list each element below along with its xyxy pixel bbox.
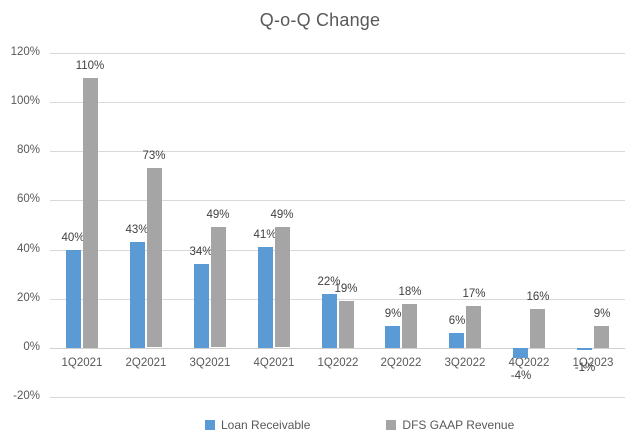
bar-loan-receivable-4q2022: [513, 348, 528, 358]
data-label: 18%: [398, 286, 422, 298]
data-label: 43%: [125, 224, 149, 236]
bar-loan-receivable-1q2023: [577, 348, 592, 350]
data-label: 49%: [206, 209, 230, 221]
gridline: [50, 53, 625, 54]
data-label: -4%: [510, 370, 532, 382]
x-axis-line: [50, 348, 625, 349]
x-axis-label: 3Q2021: [189, 357, 231, 369]
x-axis-label: 1Q2022: [317, 357, 359, 369]
gridline: [50, 151, 625, 152]
x-axis-label: 3Q2022: [444, 357, 486, 369]
chart-legend: Loan Receivable DFS GAAP Revenue: [205, 418, 514, 432]
gridline: [50, 250, 625, 251]
data-label: 73%: [142, 150, 166, 162]
gridline: [50, 102, 625, 103]
data-label: 17%: [462, 288, 486, 300]
y-axis-label: -20%: [13, 390, 40, 402]
data-label: 9%: [384, 308, 402, 320]
x-axis-label: 1Q2023: [572, 357, 614, 369]
bar-dfs-gaap-revenue-1q2021: [83, 78, 98, 348]
bar-dfs-gaap-revenue-4q2021: [275, 227, 290, 347]
legend-swatch-icon: [205, 420, 215, 430]
chart-title: Q-o-Q Change: [259, 10, 381, 30]
bar-loan-receivable-1q2022: [322, 294, 337, 348]
bar-loan-receivable-4q2021: [258, 247, 273, 348]
data-label: 6%: [448, 315, 466, 327]
data-label: 110%: [75, 60, 105, 72]
y-axis-label: 40%: [16, 243, 40, 255]
y-axis-label: 0%: [23, 341, 40, 353]
bar-loan-receivable-2q2021: [130, 242, 145, 348]
data-label: 9%: [593, 308, 611, 320]
bar-dfs-gaap-revenue-4q2022: [530, 309, 545, 348]
y-axis-label: 60%: [16, 193, 40, 205]
bar-dfs-gaap-revenue-1q2022: [339, 301, 354, 348]
bar-dfs-gaap-revenue-1q2023: [594, 326, 609, 348]
y-axis-label: 120%: [10, 46, 40, 58]
data-label: 41%: [253, 229, 277, 241]
bar-dfs-gaap-revenue-2q2022: [402, 304, 417, 348]
data-label: -1%: [574, 362, 596, 374]
y-axis-label: 80%: [16, 144, 40, 156]
data-label: 49%: [270, 209, 294, 221]
bar-dfs-gaap-revenue-2q2021: [147, 168, 162, 347]
y-axis-label: 100%: [10, 95, 40, 107]
x-axis-label: 4Q2022: [508, 357, 550, 369]
x-axis-label: 4Q2021: [253, 357, 295, 369]
x-axis-label: 1Q2021: [61, 357, 103, 369]
data-label: 19%: [334, 283, 358, 295]
data-label: 40%: [61, 232, 85, 244]
legend-label: DFS GAAP Revenue: [402, 418, 515, 432]
gridline: [50, 397, 625, 398]
data-label: 22%: [317, 276, 341, 288]
data-label: 16%: [526, 291, 550, 303]
bar-dfs-gaap-revenue-3q2022: [466, 306, 481, 348]
gridline: [50, 299, 625, 300]
y-axis-label: 20%: [16, 292, 40, 304]
bar-loan-receivable-1q2021: [66, 250, 81, 348]
x-axis-label: 2Q2022: [380, 357, 422, 369]
data-label: 34%: [189, 246, 213, 258]
bar-loan-receivable-3q2021: [194, 264, 209, 348]
bar-dfs-gaap-revenue-3q2021: [211, 227, 226, 347]
bar-loan-receivable-3q2022: [449, 333, 464, 348]
x-axis-label: 2Q2021: [125, 357, 167, 369]
legend-swatch-icon: [386, 420, 397, 430]
bar-loan-receivable-2q2022: [385, 326, 400, 348]
gridline: [50, 200, 625, 201]
legend-item-dfs-gaap-revenue: DFS GAAP Revenue: [386, 418, 514, 432]
legend-label: Loan Receivable: [221, 418, 311, 432]
legend-item-loan-receivable: Loan Receivable: [205, 418, 310, 432]
